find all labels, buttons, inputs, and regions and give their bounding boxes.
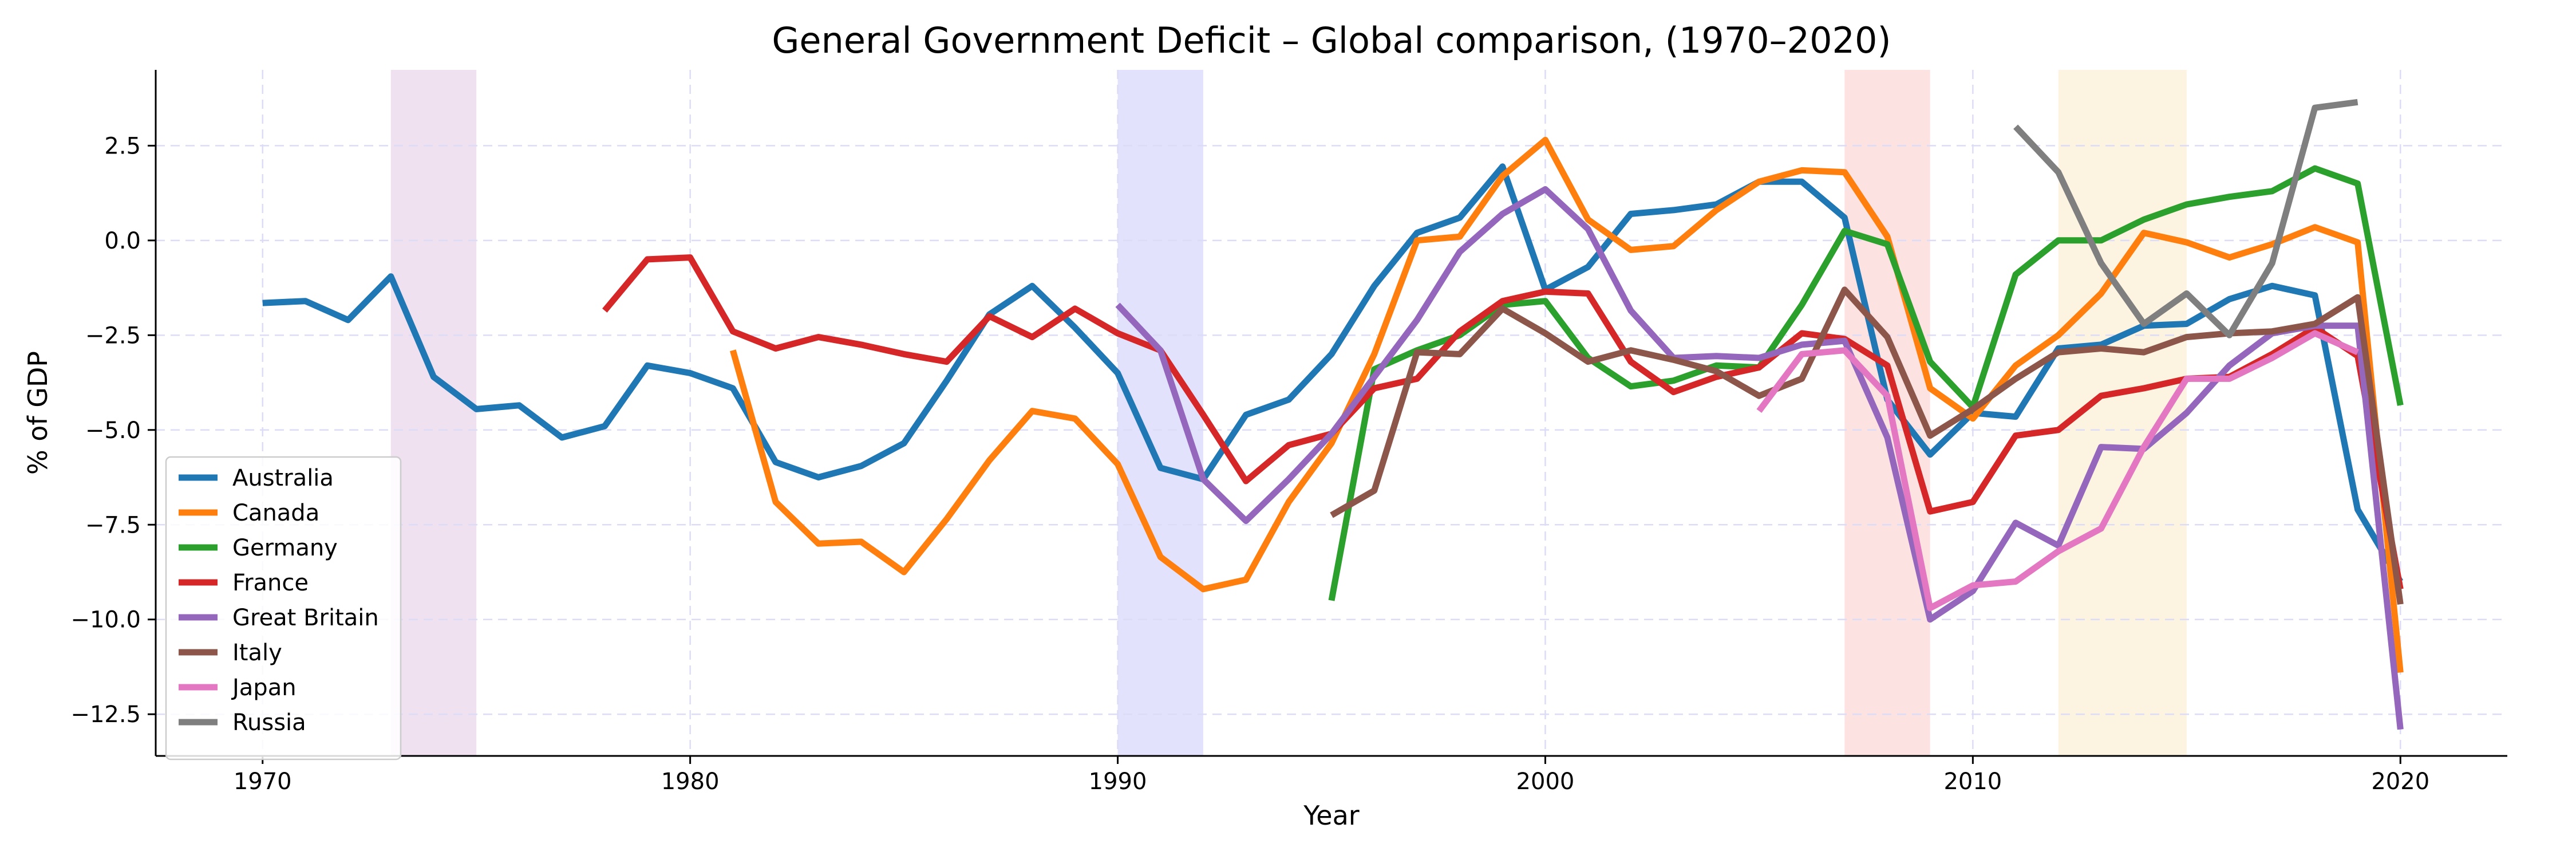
series-lines [262, 98, 2404, 730]
legend-label-great-britain: Great Britain [232, 605, 379, 631]
x-tick-label: 1990 [1089, 769, 1147, 795]
y-tick-label: 0.0 [104, 228, 141, 254]
y-tick-label: −5.0 [85, 417, 141, 444]
legend-box [165, 456, 402, 761]
shaded-period-1 [1117, 70, 1203, 756]
y-tick-label: −2.5 [85, 322, 141, 349]
chart-title: General Government Deficit – Global comp… [772, 19, 1891, 61]
legend-label-france: France [232, 570, 309, 596]
series-line-australia [262, 163, 2404, 584]
legend-label-australia: Australia [232, 465, 334, 491]
series-line-russia [2013, 98, 2358, 338]
x-tick-label: 1980 [661, 769, 720, 795]
legend-label-canada: Canada [232, 500, 319, 526]
series-line-canada [730, 136, 2404, 673]
shaded-periods [390, 70, 2187, 756]
x-tick-label: 2000 [1516, 769, 1575, 795]
legend-label-russia: Russia [232, 710, 306, 736]
legend-label-germany: Germany [232, 535, 338, 561]
y-tick-label: −7.5 [85, 512, 141, 538]
x-tick-label: 2010 [1943, 769, 2002, 795]
y-tick-label: 2.5 [104, 133, 141, 159]
series-line-germany [1328, 165, 2404, 601]
series-line-great-britain [1115, 186, 2404, 730]
shaded-period-2 [1844, 70, 1930, 756]
axes: 1970 1980 1990 2000 2010 2020 2.5 0.0 −2.5 −5.0 −7… [70, 70, 2507, 795]
shaded-period-0 [390, 70, 477, 756]
legend-label-italy: Italy [232, 640, 282, 666]
series-line-japan [1756, 330, 2359, 612]
x-tick-label: 1970 [234, 769, 292, 795]
x-tick-label: 2020 [2371, 769, 2429, 795]
series-line-italy [1330, 286, 2404, 605]
series-line-france [602, 254, 2404, 590]
y-tick-label: −10.0 [70, 607, 141, 633]
x-axis-label: Year [1303, 800, 1359, 831]
y-axis-label: % of GDP [22, 351, 53, 475]
legend-label-japan: Japan [231, 675, 297, 701]
legend: Australia Canada Germany France Great Britai… [165, 456, 402, 761]
y-tick-label: −12.5 [70, 702, 141, 728]
